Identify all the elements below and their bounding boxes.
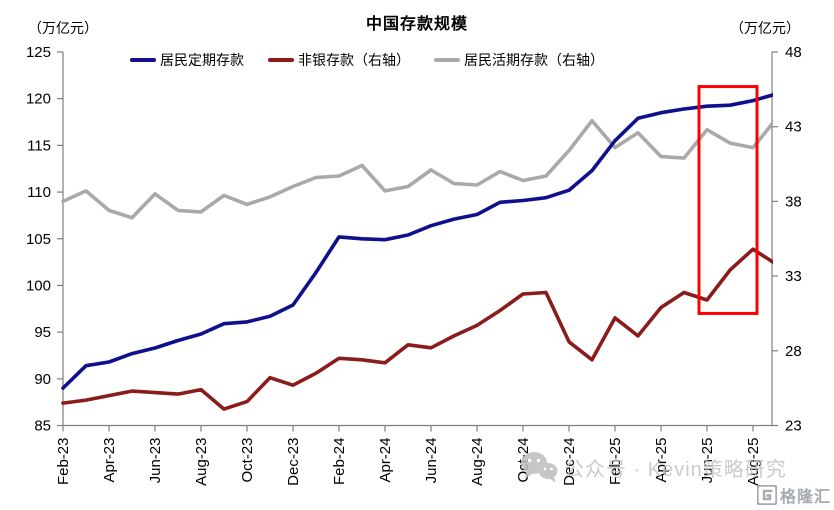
svg-text:Aug-24: Aug-24 [469, 438, 486, 486]
darkred-line-swatch-icon [268, 58, 294, 62]
svg-text:110: 110 [27, 184, 51, 201]
svg-text:95: 95 [34, 324, 51, 341]
svg-text:Dec-24: Dec-24 [561, 438, 578, 486]
svg-text:Jun-23: Jun-23 [147, 438, 164, 484]
right-axis-unit-label: （万亿元） [730, 20, 800, 36]
svg-text:Oct-23: Oct-23 [239, 438, 256, 483]
brand-text: 格隆汇 [779, 489, 831, 506]
svg-text:43: 43 [785, 119, 802, 136]
legend-label: 居民定期存款 [160, 52, 244, 68]
legend-label: 非银存款（右轴） [298, 52, 410, 68]
svg-text:Apr-24: Apr-24 [377, 438, 394, 483]
svg-text:85: 85 [34, 418, 51, 435]
svg-text:48: 48 [785, 44, 802, 61]
svg-text:Jun-25: Jun-25 [699, 438, 716, 484]
svg-text:Oct-24: Oct-24 [515, 438, 532, 483]
svg-text:33: 33 [785, 268, 802, 285]
left-axis-unit-label: （万亿元） [28, 20, 98, 36]
svg-text:100: 100 [26, 277, 51, 294]
svg-text:Feb-23: Feb-23 [55, 438, 72, 486]
gelonghui-logo-icon [756, 485, 777, 505]
svg-text:120: 120 [26, 91, 51, 108]
svg-text:Jun-24: Jun-24 [423, 438, 440, 484]
svg-text:115: 115 [27, 137, 51, 154]
svg-text:Feb-24: Feb-24 [331, 438, 348, 486]
legend-item-time-deposits: 居民定期存款 [130, 50, 244, 70]
svg-text:125: 125 [26, 44, 51, 61]
svg-text:Apr-25: Apr-25 [653, 438, 670, 483]
gray-line-swatch-icon [434, 58, 460, 62]
svg-text:Aug-23: Aug-23 [193, 438, 210, 486]
svg-text:Dec-23: Dec-23 [285, 438, 302, 486]
svg-text:90: 90 [34, 371, 51, 388]
svg-text:23: 23 [785, 418, 802, 435]
legend-item-nonbank-deposits: 非银存款（右轴） [268, 50, 410, 70]
legend: 居民定期存款 非银存款（右轴） 居民活期存款（右轴） [130, 50, 604, 70]
svg-text:Aug-25: Aug-25 [745, 438, 762, 486]
svg-text:38: 38 [785, 193, 802, 210]
navy-line-swatch-icon [130, 58, 156, 62]
svg-text:Feb-25: Feb-25 [607, 438, 624, 486]
svg-text:28: 28 [785, 343, 802, 360]
svg-text:105: 105 [26, 231, 51, 248]
chart-title: 中国存款规模 [365, 16, 468, 33]
svg-text:Apr-23: Apr-23 [101, 438, 118, 483]
legend-item-demand-deposits: 居民活期存款（右轴） [434, 50, 604, 70]
legend-label: 居民活期存款（右轴） [464, 52, 604, 68]
brand-logo: 格隆汇 [756, 483, 831, 507]
